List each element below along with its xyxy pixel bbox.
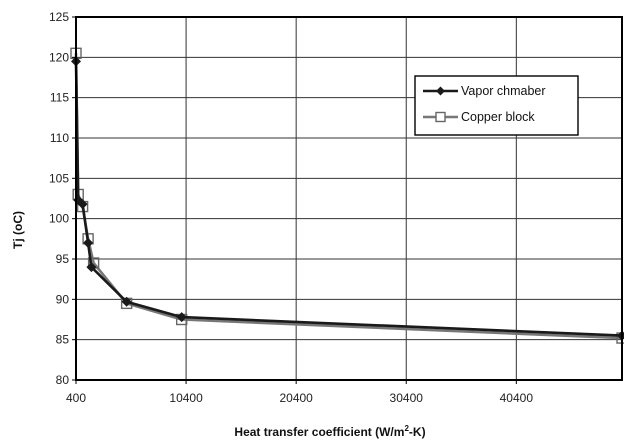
y-tick-label: 120 — [49, 50, 69, 64]
x-axis-title: Heat transfer coefficient (W/m2-K) — [234, 424, 425, 439]
x-tick-label: 40400 — [500, 391, 534, 405]
y-tick-label: 100 — [49, 212, 69, 226]
data-point-diamond — [176, 312, 187, 323]
legend-box — [414, 75, 579, 136]
y-tick-label: 90 — [56, 292, 70, 306]
legend: Vapor chmaber Copper block — [414, 75, 579, 136]
legend-label: Vapor chmaber — [461, 84, 546, 98]
plot-area-border — [75, 16, 623, 381]
data-point-diamond — [121, 296, 132, 307]
legend-square-marker-icon — [435, 111, 446, 123]
y-tick-label: 80 — [56, 373, 70, 387]
data-point-diamond — [86, 262, 97, 273]
y-axis-title: Tj (oC) — [11, 211, 25, 249]
y-axis-ticks: 80 85 90 95 100 105 110 115 120 125 — [49, 10, 76, 387]
x-axis-title-superscript: 2 — [404, 424, 409, 433]
y-tick-label: 95 — [56, 252, 70, 266]
y-tick-label: 110 — [50, 131, 69, 145]
y-tick-label: 85 — [56, 333, 70, 347]
data-point-diamond — [77, 199, 88, 210]
data-point-diamond — [83, 237, 94, 248]
legend-entry-copper-block: Copper block — [423, 110, 535, 124]
x-tick-label: 400 — [66, 391, 86, 405]
x-axis-ticks: 400 10400 20400 30400 40400 — [66, 380, 533, 405]
legend-label: Copper block — [461, 110, 535, 124]
x-tick-label: 30400 — [390, 391, 424, 405]
x-axis-title-main: Heat transfer coefficient (W/m — [234, 425, 404, 439]
legend-diamond-marker-icon — [436, 86, 445, 96]
y-tick-label: 125 — [49, 10, 69, 24]
y-tick-label: 115 — [50, 91, 69, 105]
legend-entry-vapor-chamber: Vapor chmaber — [423, 84, 546, 98]
x-tick-label: 10400 — [169, 391, 203, 405]
y-tick-label: 105 — [49, 171, 69, 185]
x-axis-title-tail: -K) — [409, 425, 426, 439]
x-tick-label: 20400 — [279, 391, 313, 405]
